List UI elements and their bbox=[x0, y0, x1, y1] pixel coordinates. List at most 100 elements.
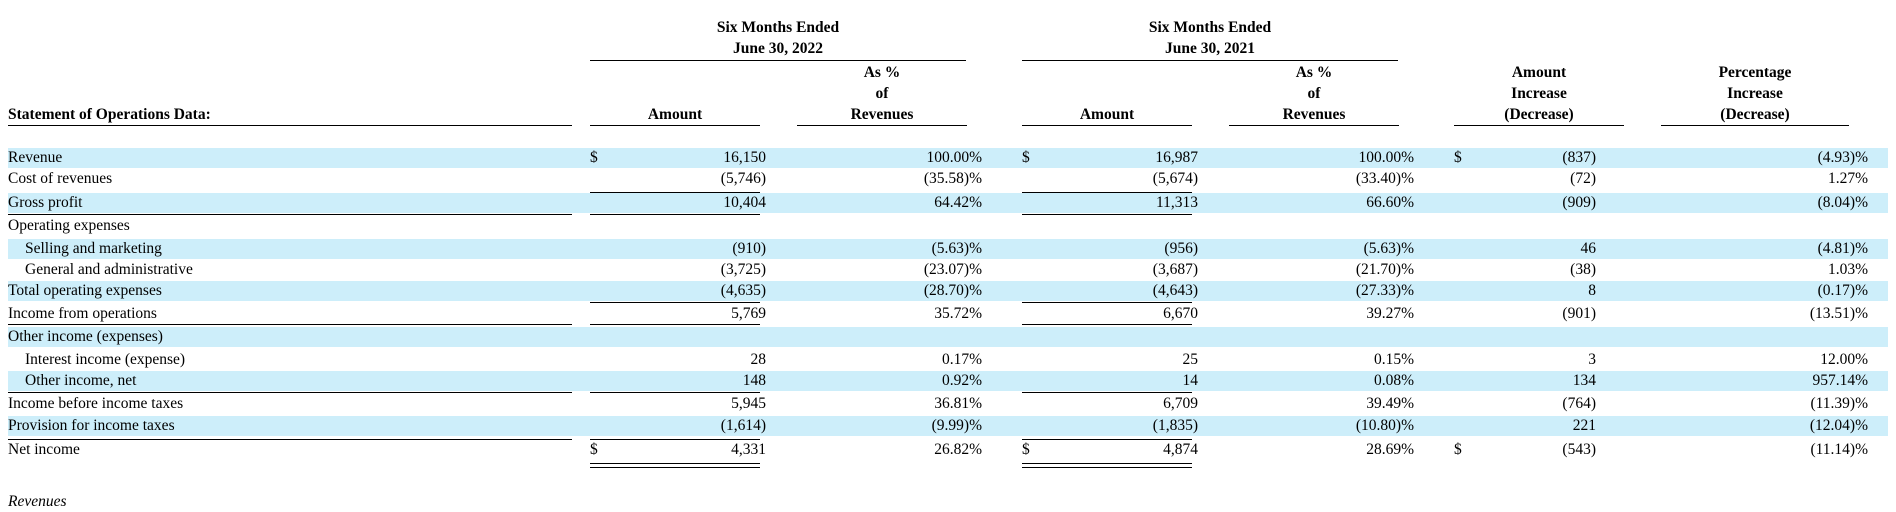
provision-underline-2022 bbox=[590, 439, 760, 440]
change-pct-cell: (4.93)% bbox=[1817, 149, 1868, 166]
col-pct-2021-header: As % of Revenues bbox=[1229, 62, 1399, 125]
change-pct-cell: (0.17)% bbox=[1817, 282, 1868, 299]
amount-2022-cell: 5,945 bbox=[731, 395, 766, 412]
change-pct-line2: Increase bbox=[1727, 85, 1783, 102]
table-row: Provision for income taxes (1,614) (9.99)%… bbox=[8, 416, 1888, 436]
pct-2021-cell: 39.27% bbox=[1366, 305, 1414, 322]
net-income-double-rule-2022 bbox=[590, 463, 760, 468]
period-2021-underline bbox=[1022, 60, 1398, 61]
pct-2021-cell: 28.69% bbox=[1366, 441, 1414, 458]
change-amount-cell: (38) bbox=[1570, 261, 1596, 278]
change-amount-cell: (909) bbox=[1562, 194, 1596, 211]
pct-2021-cell: (27.33)% bbox=[1355, 282, 1414, 299]
col-amount-2021-header: Amount bbox=[1022, 104, 1192, 125]
gross-profit-label-underline bbox=[8, 214, 572, 215]
amount-2021-cell: (4,643) bbox=[1152, 282, 1198, 299]
period-2021-heading: Six Months Ended June 30, 2021 bbox=[1022, 17, 1398, 59]
pct-2022-cell: (28.70)% bbox=[923, 282, 982, 299]
col-pct-2022-underline bbox=[797, 125, 967, 126]
col-change-pct-underline bbox=[1661, 125, 1849, 126]
period-2022-underline bbox=[590, 60, 966, 61]
next-section-heading: Revenues bbox=[8, 493, 67, 510]
change-pct-cell: 12.00% bbox=[1820, 351, 1868, 368]
pct-2022-cell: (5.63)% bbox=[931, 240, 982, 257]
change-amount-cell: 3 bbox=[1588, 351, 1596, 368]
change-pct-cell: (8.04)% bbox=[1817, 194, 1868, 211]
col-pct-2022-header: As % of Revenues bbox=[797, 62, 967, 125]
pct-2022-cell: 36.81% bbox=[934, 395, 982, 412]
pct-2022-cell: 26.82% bbox=[934, 441, 982, 458]
change-amount-cell: 46 bbox=[1580, 240, 1597, 257]
amount-2021-cell: 14 bbox=[1182, 372, 1199, 389]
change-pct-cell: (11.39)% bbox=[1810, 395, 1868, 412]
change-pct-line3: (Decrease) bbox=[1720, 106, 1790, 123]
pct-2021-cell: (21.70)% bbox=[1355, 261, 1414, 278]
row-label: Selling and marketing bbox=[25, 240, 162, 257]
amount-2021-cell: (3,687) bbox=[1152, 261, 1198, 278]
pct-2021-cell: 0.15% bbox=[1373, 351, 1414, 368]
amount-2022-cell: (5,746) bbox=[720, 170, 766, 187]
income-ops-underline-2021 bbox=[1022, 324, 1192, 325]
amount-2022-cell: 4,331 bbox=[731, 441, 766, 458]
gross-profit-underline-2022 bbox=[590, 214, 760, 215]
amount-label: Amount bbox=[647, 106, 703, 123]
col-amount-2022-header: Amount bbox=[590, 104, 760, 125]
section-title: Statement of Operations Data: bbox=[8, 106, 211, 123]
row-label: Income from operations bbox=[8, 305, 157, 322]
pct-line2: of bbox=[1307, 85, 1321, 102]
change-amount-cell: 134 bbox=[1572, 372, 1596, 389]
change-amount-cell: (837) bbox=[1562, 149, 1596, 166]
table-row: Income before income taxes 5,945 36.81% 6,7… bbox=[8, 394, 1888, 414]
change-amount-line3: (Decrease) bbox=[1504, 106, 1574, 123]
col-change-amount-header: Amount Increase (Decrease) bbox=[1454, 62, 1624, 125]
table-row: Cost of revenues (5,746) (35.58)% (5,674) (3… bbox=[8, 169, 1888, 189]
col-change-pct-header: Percentage Increase (Decrease) bbox=[1661, 62, 1849, 125]
change-amount-cell: (901) bbox=[1562, 305, 1596, 322]
table-row: Operating expenses bbox=[8, 216, 1888, 236]
col-change-amount-underline bbox=[1454, 125, 1624, 126]
amount-2021-cell: 11,313 bbox=[1155, 194, 1198, 211]
pct-2022-cell: 0.92% bbox=[941, 372, 982, 389]
pct-line1: As % bbox=[863, 64, 901, 81]
amount-2022-cell: 148 bbox=[742, 372, 766, 389]
total-opex-underline-2022 bbox=[590, 302, 760, 303]
net-income-double-rule-2021 bbox=[1022, 463, 1192, 468]
pct-2021-cell: 66.60% bbox=[1366, 194, 1414, 211]
amount-2022-cell: (910) bbox=[732, 240, 766, 257]
period-2021-line2: June 30, 2021 bbox=[1165, 40, 1255, 57]
change-pct-cell: (13.51)% bbox=[1809, 305, 1868, 322]
currency-symbol: $ bbox=[1454, 149, 1462, 166]
section-title-underline bbox=[8, 125, 572, 126]
pct-2022-cell: 64.42% bbox=[934, 194, 982, 211]
change-pct-cell: 1.27% bbox=[1827, 170, 1868, 187]
row-label: Other income (expenses) bbox=[8, 328, 163, 345]
row-label: Operating expenses bbox=[8, 217, 130, 234]
pct-2021-cell: (5.63)% bbox=[1363, 240, 1414, 257]
row-label: Income before income taxes bbox=[8, 395, 184, 412]
currency-symbol: $ bbox=[1022, 441, 1030, 458]
pct-line3: Revenues bbox=[1282, 106, 1346, 123]
change-pct-line1: Percentage bbox=[1718, 64, 1792, 81]
pct-line1: As % bbox=[1295, 64, 1333, 81]
pct-2021-cell: 0.08% bbox=[1373, 372, 1414, 389]
currency-symbol: $ bbox=[590, 441, 598, 458]
amount-2021-cell: (1,835) bbox=[1152, 417, 1198, 434]
amount-2021-cell: (956) bbox=[1164, 240, 1198, 257]
currency-symbol: $ bbox=[1022, 149, 1030, 166]
pct-2022-cell: (9.99)% bbox=[931, 417, 982, 434]
change-amount-line2: Increase bbox=[1511, 85, 1567, 102]
change-pct-cell: 957.14% bbox=[1812, 372, 1868, 389]
change-amount-cell: (72) bbox=[1570, 170, 1596, 187]
pct-2021-cell: (10.80)% bbox=[1355, 417, 1414, 434]
pct-2022-cell: 35.72% bbox=[934, 305, 982, 322]
table-row: General and administrative (3,725) (23.07)… bbox=[8, 260, 1888, 280]
pct-line2: of bbox=[875, 85, 889, 102]
amount-2021-cell: 16,987 bbox=[1155, 149, 1198, 166]
pct-2022-cell: 0.17% bbox=[941, 351, 982, 368]
amount-2022-cell: 10,404 bbox=[723, 194, 766, 211]
table-row: Net income 4,331 26.82% 4,874 28.69% (543) (11… bbox=[8, 440, 1888, 460]
other-net-label-underline bbox=[8, 392, 572, 393]
row-label: Gross profit bbox=[8, 194, 83, 211]
period-2022-heading: Six Months Ended June 30, 2022 bbox=[590, 17, 966, 59]
col-pct-2021-underline bbox=[1229, 125, 1399, 126]
